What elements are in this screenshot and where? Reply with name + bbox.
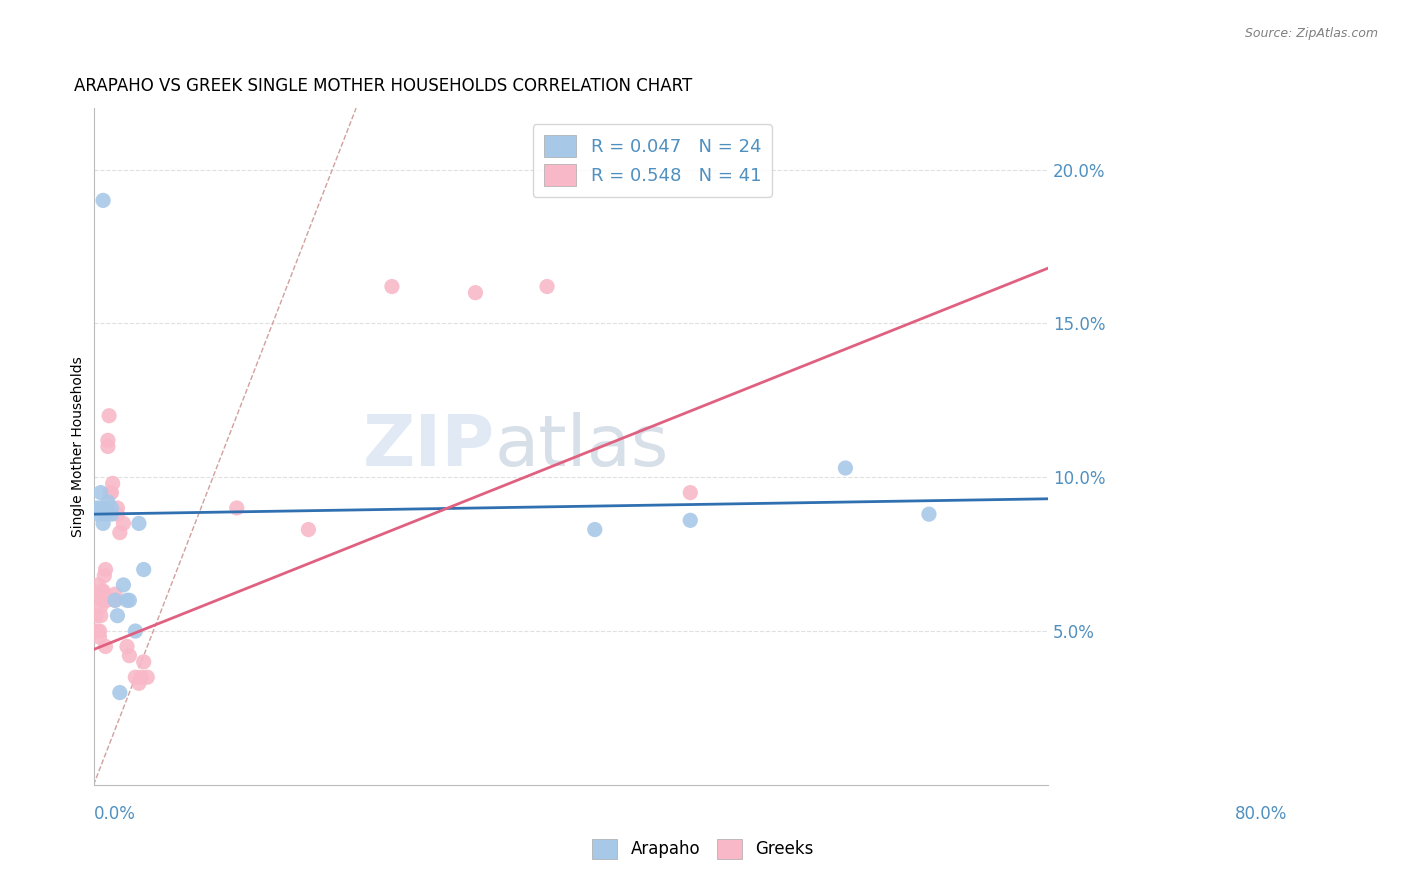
Point — [464, 285, 486, 300]
Text: 0.0%: 0.0% — [94, 805, 135, 823]
Point — [98, 409, 121, 423]
Point — [96, 593, 118, 607]
Text: ZIP: ZIP — [363, 412, 495, 481]
Point — [87, 507, 110, 521]
Point — [124, 624, 146, 638]
Text: atlas: atlas — [495, 412, 669, 481]
Point — [90, 593, 112, 607]
Point — [89, 630, 111, 644]
Point — [583, 523, 606, 537]
Point — [108, 525, 131, 540]
Point — [87, 587, 110, 601]
Point — [104, 587, 127, 601]
Y-axis label: Single Mother Households: Single Mother Households — [72, 356, 86, 537]
Point — [101, 476, 124, 491]
Point — [90, 608, 112, 623]
Point — [918, 507, 941, 521]
Point — [94, 501, 117, 516]
Point — [536, 279, 558, 293]
Point — [297, 523, 319, 537]
Point — [90, 599, 112, 614]
Point — [87, 578, 110, 592]
Point — [124, 670, 146, 684]
Text: ARAPAHO VS GREEK SINGLE MOTHER HOUSEHOLDS CORRELATION CHART: ARAPAHO VS GREEK SINGLE MOTHER HOUSEHOLD… — [75, 78, 693, 95]
Point — [104, 593, 127, 607]
Point — [91, 194, 114, 208]
Point — [91, 584, 114, 599]
Point — [128, 516, 150, 531]
Point — [98, 485, 121, 500]
Legend: Arapaho, Greeks: Arapaho, Greeks — [586, 832, 820, 866]
Point — [107, 501, 129, 516]
Text: Source: ZipAtlas.com: Source: ZipAtlas.com — [1244, 27, 1378, 40]
Point — [679, 513, 702, 527]
Text: 80.0%: 80.0% — [1234, 805, 1286, 823]
Point — [115, 593, 138, 607]
Point — [100, 485, 122, 500]
Point — [118, 593, 141, 607]
Point — [93, 568, 115, 582]
Point — [97, 434, 120, 448]
Point — [86, 624, 108, 638]
Point — [89, 624, 111, 638]
Legend: R = 0.047   N = 24, R = 0.548   N = 41: R = 0.047 N = 24, R = 0.548 N = 41 — [533, 124, 772, 197]
Point — [97, 440, 120, 454]
Point — [91, 593, 114, 607]
Point — [90, 485, 112, 500]
Point — [128, 676, 150, 690]
Point — [94, 640, 117, 654]
Point — [94, 562, 117, 576]
Point — [84, 501, 107, 516]
Point — [94, 507, 117, 521]
Point — [225, 501, 247, 516]
Point — [131, 670, 153, 684]
Point — [91, 516, 114, 531]
Point — [132, 655, 155, 669]
Point — [100, 501, 122, 516]
Point — [89, 501, 111, 516]
Point — [112, 578, 135, 592]
Point — [104, 593, 127, 607]
Point — [108, 685, 131, 699]
Point — [381, 279, 404, 293]
Point — [834, 461, 856, 475]
Point — [679, 485, 702, 500]
Point — [118, 648, 141, 663]
Point — [132, 562, 155, 576]
Point — [84, 608, 107, 623]
Point — [136, 670, 159, 684]
Point — [100, 507, 122, 521]
Point — [115, 640, 138, 654]
Point — [112, 516, 135, 531]
Point — [107, 608, 129, 623]
Point — [107, 507, 129, 521]
Point — [97, 495, 120, 509]
Point — [90, 584, 112, 599]
